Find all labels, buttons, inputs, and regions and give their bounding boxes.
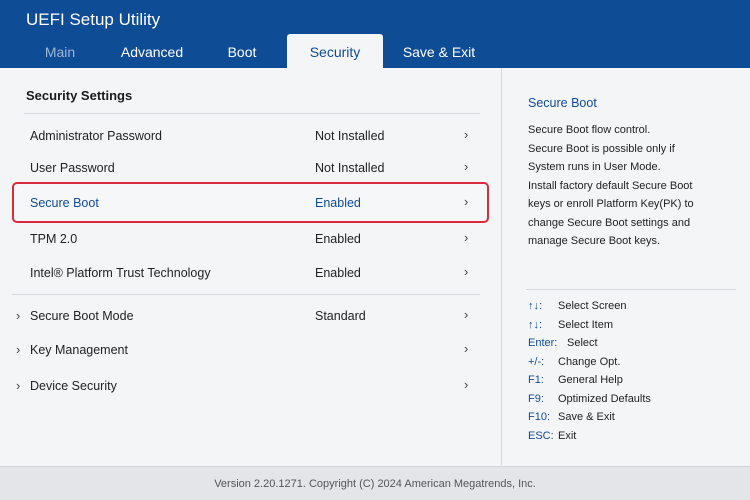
row-value: Not Installed <box>315 161 385 175</box>
app-title: UEFI Setup Utility <box>26 10 161 29</box>
key-desc: Exit <box>558 429 577 442</box>
chevron-right-icon: › <box>464 307 469 322</box>
chevron-right-icon: › <box>464 159 469 174</box>
key-hint: Enter: Select <box>528 334 598 353</box>
expand-chevron-icon: › <box>16 378 21 393</box>
section-title: Security Settings <box>26 88 133 103</box>
row-value: Not Installed <box>315 129 385 143</box>
key-hint: +/-: Change Opt. <box>528 353 620 372</box>
section-divider <box>24 113 480 114</box>
help-line: change Secure Boot settings and <box>528 216 691 229</box>
key-hint: ESC: Exit <box>528 427 576 446</box>
help-divider <box>526 289 736 290</box>
row-key-management[interactable]: › Key Management › <box>12 334 489 366</box>
key-desc: Select <box>567 337 598 349</box>
row-label: Device Security <box>30 379 117 393</box>
key-desc: Optimized Defaults <box>558 392 651 405</box>
tab-advanced[interactable]: Advanced <box>120 44 184 60</box>
row-tpm[interactable]: TPM 2.0 Enabled › <box>12 223 489 255</box>
row-label: User Password <box>30 161 115 175</box>
help-line: Secure Boot flow control. <box>528 124 651 136</box>
row-value: Standard <box>315 309 366 323</box>
row-value: Enabled <box>315 266 361 280</box>
key-desc: General Help <box>558 374 623 386</box>
chevron-right-icon: › <box>464 341 469 356</box>
row-secure-boot[interactable]: Secure Boot Enabled › <box>12 182 489 223</box>
header-bar: UEFI Setup Utility Main Advanced Boot Se… <box>0 0 750 68</box>
chevron-right-icon: › <box>464 127 469 142</box>
group-divider <box>12 294 480 295</box>
row-label: Administrator Password <box>30 129 162 143</box>
row-secure-boot-mode[interactable]: › Secure Boot Mode Standard › <box>12 300 489 332</box>
row-user-password[interactable]: User Password Not Installed › <box>12 152 489 184</box>
chevron-right-icon: › <box>464 264 469 279</box>
tab-save-exit[interactable]: Save & Exit <box>402 44 476 60</box>
row-label: Secure Boot <box>30 196 99 210</box>
settings-panel: Security Settings Administrator Password… <box>0 68 500 465</box>
key-hint: ↑↓: Select Item <box>528 316 613 335</box>
key-name: +/-: <box>528 355 545 368</box>
tab-main[interactable]: Main <box>44 44 76 60</box>
footer-bar: Version 2.20.1271. Copyright (C) 2024 Am… <box>0 466 750 500</box>
key-name: F9: <box>528 392 544 405</box>
copyright-text: Version 2.20.1271. Copyright (C) 2024 Am… <box>214 478 536 490</box>
chevron-right-icon: › <box>464 377 469 392</box>
chevron-right-icon: › <box>464 194 469 209</box>
help-panel: Secure Boot Secure Boot flow control. Se… <box>501 68 750 465</box>
row-administrator-password[interactable]: Administrator Password Not Installed › <box>12 120 489 152</box>
row-label: Intel® Platform Trust Technology <box>30 266 211 280</box>
row-intel-ptt[interactable]: Intel® Platform Trust Technology Enabled… <box>12 257 489 289</box>
key-desc: Select Screen <box>558 300 627 312</box>
key-desc: Save & Exit <box>558 411 615 423</box>
help-line: keys or enroll Platform Key(PK) to <box>528 198 694 210</box>
expand-chevron-icon: › <box>16 308 21 323</box>
row-label: Secure Boot Mode <box>30 309 134 323</box>
help-title: Secure Boot <box>528 96 597 110</box>
key-name: Enter: <box>528 337 558 349</box>
row-label: TPM 2.0 <box>30 232 78 246</box>
key-name: ESC: <box>528 429 554 442</box>
key-legend: ↑↓: Select Screen ↑↓: Select Item Enter: Se… <box>528 297 651 446</box>
tab-bar: Main Advanced Boot Security Save & Exit <box>0 34 750 68</box>
row-label: Key Management <box>30 343 128 357</box>
help-line: System runs in User Mode. <box>528 161 661 173</box>
key-name: F1: <box>528 374 544 386</box>
tab-boot[interactable]: Boot <box>227 44 257 60</box>
key-hint: F10: Save & Exit <box>528 408 615 427</box>
key-name: ↑↓: <box>528 300 543 312</box>
help-line: manage Secure Boot keys. <box>528 235 661 247</box>
chevron-right-icon: › <box>464 230 469 245</box>
key-desc: Change Opt. <box>558 355 621 368</box>
help-line: Install factory default Secure Boot <box>528 179 693 192</box>
key-hint: F9: Optimized Defaults <box>528 390 651 409</box>
key-desc: Select Item <box>558 318 614 331</box>
expand-chevron-icon: › <box>16 342 21 357</box>
row-value: Enabled <box>315 232 361 246</box>
help-description: Secure Boot flow control. Secure Boot is… <box>528 121 743 251</box>
key-hint: ↑↓: Select Screen <box>528 297 626 316</box>
help-line: Secure Boot is possible only if <box>528 142 675 155</box>
key-hint: F1: General Help <box>528 371 623 390</box>
row-value: Enabled <box>315 196 361 210</box>
row-device-security[interactable]: › Device Security › <box>12 370 489 402</box>
key-name: F10: <box>528 411 551 423</box>
tab-security[interactable]: Security <box>287 34 383 68</box>
key-name: ↑↓: <box>528 318 543 331</box>
